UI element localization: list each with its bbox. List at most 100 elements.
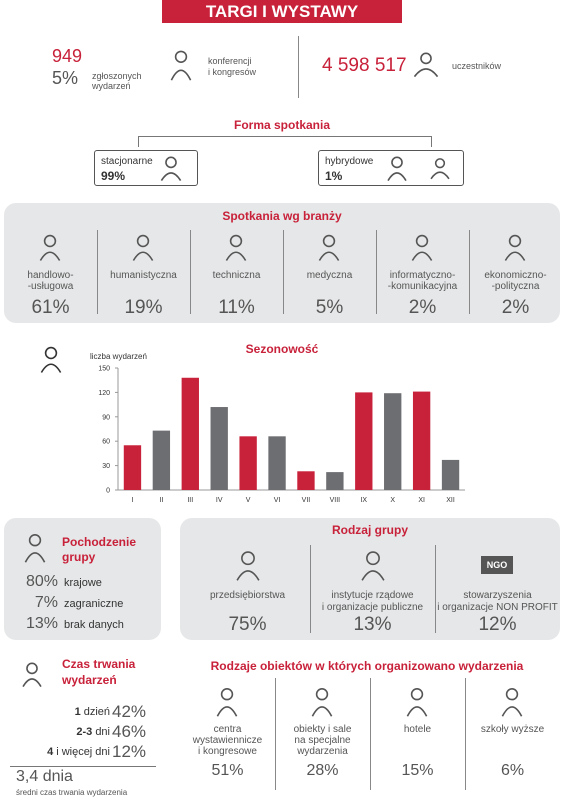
icon (311, 687, 333, 717)
industry-label: -polityczna (491, 281, 540, 292)
x-tick-label: I (131, 497, 133, 504)
industry-value: 2% (501, 297, 530, 318)
divider (190, 230, 191, 314)
x-tick-label: III (187, 497, 193, 504)
duration-average-label: średni czas trwania wydarzenia (16, 788, 128, 797)
icon-body (430, 171, 450, 180)
icon (361, 551, 385, 581)
icon (40, 346, 62, 373)
x-tick-label: XI (418, 497, 425, 504)
events-count: 949 (52, 46, 83, 66)
industries-panel (4, 203, 560, 323)
icon (24, 533, 46, 563)
icon-head (165, 156, 177, 169)
icon (216, 687, 238, 717)
duration-unit: i więcej dni (56, 746, 110, 758)
duration-title: wydarzeń (62, 673, 117, 687)
icon-body (225, 251, 247, 261)
origin-label: krajowe (64, 577, 102, 589)
icon-head (43, 234, 57, 248)
icon-head (505, 687, 519, 701)
duration-value: 42% (112, 702, 147, 721)
icon-body (160, 172, 182, 182)
divider (275, 678, 276, 790)
industry-label: informatyczno- (389, 270, 456, 281)
icon (170, 50, 192, 81)
y-tick-label: 0 (106, 488, 110, 495)
y-tick-label: 60 (102, 439, 110, 446)
events-label: zgłoszonych (92, 71, 142, 81)
icon-head (508, 234, 522, 248)
icon-body (504, 251, 526, 261)
icon-body (39, 251, 61, 261)
icon-head (136, 234, 150, 248)
venue-label: obiekty i sale (293, 724, 352, 735)
icon-body (132, 251, 154, 261)
icon-head (322, 234, 336, 248)
divider (97, 230, 98, 314)
group-value: 75% (228, 614, 267, 635)
divider (435, 545, 436, 633)
icon-body (387, 172, 407, 182)
icon-body (24, 552, 46, 563)
participants: 4 598 517 (322, 55, 407, 76)
y-axis-label: liczba wydarzeń (90, 352, 147, 361)
icon-head (26, 662, 38, 675)
duration-average: 3,4 dnia (16, 768, 73, 785)
industry-label: -usługowa (27, 281, 74, 292)
events-label: wydarzeń (92, 81, 131, 91)
icon-head (229, 234, 243, 248)
header-bar (162, 0, 402, 23)
icon-head (415, 234, 429, 248)
venue-label: wystawiennicze (192, 735, 263, 746)
bar (412, 391, 431, 490)
icon-body (411, 251, 433, 261)
icon-body (413, 68, 439, 78)
icon-head (220, 687, 234, 701)
bar (268, 436, 286, 490)
icon-head (391, 156, 403, 169)
y-tick-label: 150 (98, 366, 110, 373)
origin-label: brak danych (64, 619, 124, 631)
venue-label: wydarzenia (297, 746, 348, 757)
bar (297, 471, 315, 490)
duration-row: 1 dzień (10, 706, 110, 718)
duration-count: 2-3 (76, 726, 93, 738)
duration-unit: dni (95, 726, 110, 738)
icon-head (366, 551, 380, 566)
x-tick-label: IV (216, 497, 223, 504)
page-title: TARGI I WYSTAWY (205, 2, 359, 21)
icon-body (501, 706, 523, 717)
divider (310, 545, 311, 633)
section-title: Spotkania wg branży (222, 209, 342, 223)
icon-head (420, 52, 432, 65)
bar (152, 430, 171, 490)
industry-value: 61% (31, 297, 70, 318)
icon (411, 234, 433, 261)
origin-value: 80% (25, 573, 58, 590)
participants-label: uczestników (452, 61, 502, 71)
divider (298, 36, 299, 98)
duration-count: 1 (74, 706, 81, 718)
icon (387, 156, 407, 182)
bar (239, 436, 257, 490)
icon-head (28, 533, 42, 547)
bar (210, 407, 228, 490)
duration-title: Czas trwania (62, 657, 136, 671)
group-label: i organizacje publiczne (321, 602, 424, 613)
industry-value: 11% (218, 297, 255, 318)
section-title: Sezonowość (245, 342, 319, 356)
divider (283, 230, 284, 314)
events-share: 5% (52, 68, 79, 88)
group-label: przedsiębiorstwa (209, 590, 286, 601)
icon-body (216, 706, 238, 717)
industry-value: 2% (408, 297, 437, 318)
x-tick-label: X (390, 497, 395, 504)
venue-label: hotele (403, 724, 432, 735)
icon (406, 687, 428, 717)
form-value: 99% (101, 169, 126, 183)
industry-label: ekonomiczno- (484, 270, 547, 281)
icon-body (22, 678, 42, 688)
icon-body (40, 363, 62, 373)
